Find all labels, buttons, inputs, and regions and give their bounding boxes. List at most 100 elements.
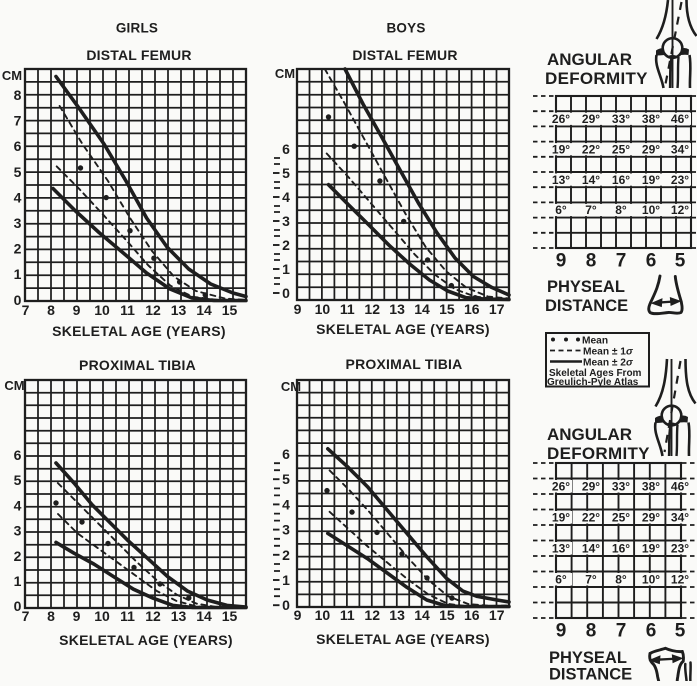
svg-text:11: 11 xyxy=(340,301,355,317)
svg-text:14: 14 xyxy=(414,607,430,623)
svg-text:0: 0 xyxy=(14,292,22,308)
svg-text:BOYS: BOYS xyxy=(386,21,425,36)
svg-text:PROXIMAL TIBIA: PROXIMAL TIBIA xyxy=(346,356,463,372)
svg-text:DISTANCE: DISTANCE xyxy=(549,666,632,682)
svg-text:7°: 7° xyxy=(585,203,597,217)
svg-text:2: 2 xyxy=(282,547,290,563)
svg-text:DISTAL FEMUR: DISTAL FEMUR xyxy=(86,47,191,63)
svg-text:1: 1 xyxy=(282,572,290,588)
svg-text:33°: 33° xyxy=(612,112,630,126)
svg-text:2: 2 xyxy=(282,237,290,253)
svg-text:6: 6 xyxy=(646,621,657,642)
svg-text:ANGULAR: ANGULAR xyxy=(547,425,632,444)
svg-text:12: 12 xyxy=(364,301,380,317)
svg-text:11: 11 xyxy=(120,302,135,318)
svg-text:8: 8 xyxy=(586,251,597,272)
svg-text:25°: 25° xyxy=(612,511,630,525)
svg-text:12: 12 xyxy=(364,607,380,623)
svg-text:29°: 29° xyxy=(642,142,660,156)
svg-text:8: 8 xyxy=(47,608,55,624)
svg-text:2: 2 xyxy=(14,548,22,564)
svg-text:10: 10 xyxy=(315,301,331,317)
svg-text:10: 10 xyxy=(315,607,331,623)
svg-text:14°: 14° xyxy=(582,173,600,187)
svg-text:SKELETAL AGE (YEARS): SKELETAL AGE (YEARS) xyxy=(316,631,490,647)
svg-text:26°: 26° xyxy=(552,112,570,126)
svg-text:12°: 12° xyxy=(671,203,689,217)
svg-text:13°: 13° xyxy=(552,542,570,556)
svg-text:10: 10 xyxy=(94,608,110,624)
svg-text:29°: 29° xyxy=(582,479,600,493)
svg-text:7: 7 xyxy=(616,621,627,642)
svg-text:Mean: Mean xyxy=(582,336,608,347)
svg-text:23°: 23° xyxy=(671,542,689,556)
svg-text:3: 3 xyxy=(14,215,22,231)
svg-text:8: 8 xyxy=(586,621,597,642)
svg-text:DEFORMITY: DEFORMITY xyxy=(545,69,648,88)
svg-text:0: 0 xyxy=(282,285,290,301)
svg-text:13°: 13° xyxy=(552,173,570,187)
svg-text:7: 7 xyxy=(22,608,30,624)
svg-text:8: 8 xyxy=(47,302,55,318)
svg-text:6: 6 xyxy=(282,141,290,157)
svg-text:38°: 38° xyxy=(642,112,660,126)
svg-text:5: 5 xyxy=(14,164,22,180)
svg-text:19°: 19° xyxy=(642,173,660,187)
svg-text:4: 4 xyxy=(282,496,290,512)
svg-text:9: 9 xyxy=(73,608,81,624)
svg-text:29°: 29° xyxy=(582,112,600,126)
svg-text:4: 4 xyxy=(14,189,22,205)
svg-text:9: 9 xyxy=(556,621,567,642)
svg-text:9: 9 xyxy=(556,251,567,272)
svg-text:11: 11 xyxy=(120,608,135,624)
svg-text:3: 3 xyxy=(282,522,290,538)
svg-text:25°: 25° xyxy=(612,142,630,156)
svg-text:3: 3 xyxy=(14,523,22,539)
svg-text:GIRLS: GIRLS xyxy=(116,21,158,36)
svg-text:11: 11 xyxy=(340,607,355,623)
svg-text:12: 12 xyxy=(145,302,161,318)
svg-text:DEFORMITY: DEFORMITY xyxy=(547,444,650,463)
svg-text:23°: 23° xyxy=(671,173,689,187)
svg-text:9: 9 xyxy=(294,607,302,623)
svg-text:15: 15 xyxy=(222,608,238,624)
svg-text:16°: 16° xyxy=(612,542,630,556)
svg-text:29°: 29° xyxy=(642,511,660,525)
svg-text:8°: 8° xyxy=(615,203,627,217)
svg-text:15: 15 xyxy=(439,607,455,623)
svg-text:10°: 10° xyxy=(642,573,660,587)
svg-text:17: 17 xyxy=(489,301,505,317)
svg-text:12°: 12° xyxy=(671,573,689,587)
svg-text:13: 13 xyxy=(389,607,405,623)
svg-text:13: 13 xyxy=(171,608,187,624)
svg-text:7: 7 xyxy=(22,302,30,318)
svg-text:PHYSEAL: PHYSEAL xyxy=(549,649,627,667)
svg-text:0: 0 xyxy=(282,597,290,613)
svg-text:1: 1 xyxy=(282,261,290,277)
svg-text:CM: CM xyxy=(275,66,295,81)
svg-text:Skeletal Ages From: Skeletal Ages From xyxy=(549,368,642,379)
svg-text:5: 5 xyxy=(675,621,686,642)
svg-text:8: 8 xyxy=(14,87,22,103)
svg-text:15: 15 xyxy=(439,301,455,317)
svg-text:4: 4 xyxy=(14,497,22,513)
svg-text:Greulich-Pyle Atlas: Greulich-Pyle Atlas xyxy=(547,377,639,388)
svg-text:9: 9 xyxy=(73,302,81,318)
svg-text:PHYSEAL: PHYSEAL xyxy=(547,278,625,296)
svg-text:22°: 22° xyxy=(582,511,600,525)
svg-text:SKELETAL AGE (YEARS): SKELETAL AGE (YEARS) xyxy=(52,323,226,339)
svg-text:6: 6 xyxy=(282,446,290,462)
svg-text:12: 12 xyxy=(145,608,161,624)
svg-text:5: 5 xyxy=(675,251,686,272)
svg-text:22°: 22° xyxy=(582,142,600,156)
svg-text:6: 6 xyxy=(14,447,22,463)
svg-text:DISTANCE: DISTANCE xyxy=(545,297,628,315)
svg-text:14°: 14° xyxy=(582,542,600,556)
svg-text:16°: 16° xyxy=(612,173,630,187)
svg-text:SKELETAL AGE (YEARS): SKELETAL AGE (YEARS) xyxy=(316,321,490,337)
svg-text:16: 16 xyxy=(464,301,480,317)
svg-text:19°: 19° xyxy=(552,511,570,525)
svg-text:14: 14 xyxy=(196,302,212,318)
svg-text:SKELETAL AGE (YEARS): SKELETAL AGE (YEARS) xyxy=(59,632,233,648)
svg-text:14: 14 xyxy=(196,608,212,624)
